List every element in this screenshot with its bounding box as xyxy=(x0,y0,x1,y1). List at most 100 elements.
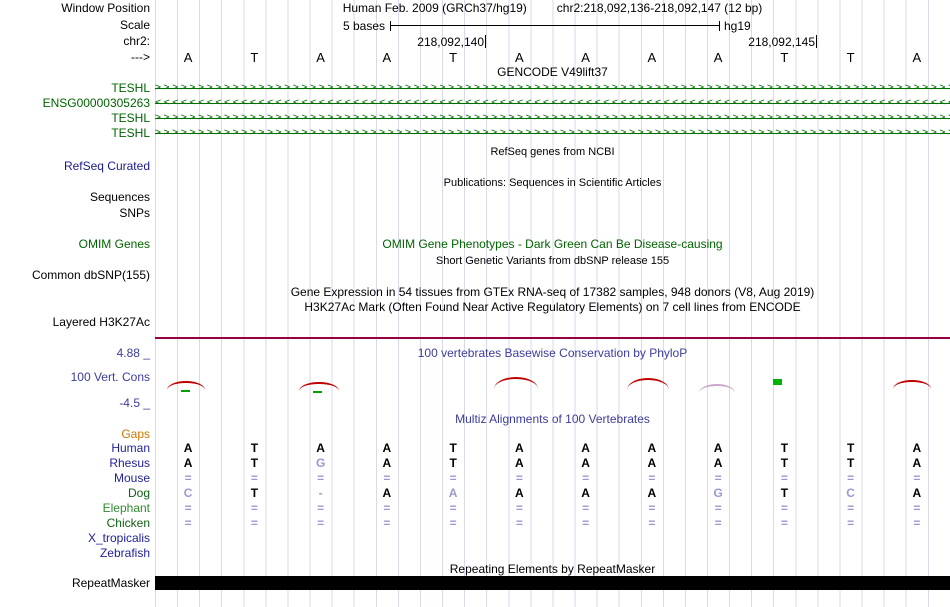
alignment-base: T xyxy=(780,456,789,470)
scale-value: 5 bases xyxy=(342,19,385,33)
species-label-zebrafish[interactable]: Zebrafish xyxy=(99,546,150,560)
tick-mark xyxy=(816,35,817,48)
species-label-elephant[interactable]: Elephant xyxy=(102,501,150,515)
gene-label-ensg[interactable]: ENSG00000305263 xyxy=(42,96,150,110)
alignment-base: A xyxy=(647,441,657,455)
alignment-row-elephant[interactable]: = = = = = = = = = = = = xyxy=(155,501,950,516)
alignment-row-human[interactable]: A T A A T A A A A T T A xyxy=(155,441,950,456)
alignment-base: T xyxy=(846,441,855,455)
gaps-label[interactable]: Gaps xyxy=(121,427,150,441)
species-label-mouse[interactable]: Mouse xyxy=(113,471,150,485)
alignment-base: = xyxy=(184,471,192,485)
ruler-base: A xyxy=(515,50,524,65)
alignment-base: T xyxy=(846,456,855,470)
alignment-base: = xyxy=(714,516,722,530)
gene-transcript-2[interactable]: <<<<<<<<<<<<<<<<<<<<<<<<<<<<<<<<<<<<<<<<… xyxy=(155,96,950,110)
alignment-base: = xyxy=(582,516,590,530)
alignment-base: = xyxy=(317,516,325,530)
cons-track-label[interactable]: 100 Vert. Cons xyxy=(70,370,150,384)
alignment-row-dog[interactable]: C T - A A A A A G T C A xyxy=(155,486,950,501)
alignment-base: = xyxy=(648,501,656,515)
alignment-base: = xyxy=(383,471,391,485)
conservation-track-title[interactable]: 100 vertebrates Basewise Conservation by… xyxy=(417,346,688,360)
alignment-base: = xyxy=(184,501,192,515)
repeatmasker-track-title[interactable]: Repeating Elements by RepeatMasker xyxy=(449,562,656,576)
gene-label-teshl-3[interactable]: TESHL xyxy=(111,126,150,140)
species-label-human[interactable]: Human xyxy=(111,441,150,455)
refseq-curated-label[interactable]: RefSeq Curated xyxy=(63,159,150,173)
alignment-base: = xyxy=(515,516,523,530)
alignment-base: = xyxy=(913,501,921,515)
phylop-peak-5 xyxy=(893,380,931,389)
snps-label[interactable]: SNPs xyxy=(119,206,150,220)
gene-transcript-1[interactable]: >>>>>>>>>>>>>>>>>>>>>>>>>>>>>>>>>>>>>>>>… xyxy=(155,81,950,95)
sequence-ruler: A T A A T A A A A T T A xyxy=(155,50,950,65)
alignment-base: A xyxy=(581,486,590,500)
species-label-dog[interactable]: Dog xyxy=(127,486,150,500)
phylop-negative-tick-1 xyxy=(181,390,190,392)
alignment-base: A xyxy=(382,486,392,500)
gene-label-teshl-1[interactable]: TESHL xyxy=(111,81,150,95)
phylop-peak-1 xyxy=(167,381,205,390)
alignment-base: C xyxy=(183,486,193,500)
phylop-negative-tick-2 xyxy=(313,391,322,393)
gene-transcript-4[interactable]: >>>>>>>>>>>>>>>>>>>>>>>>>>>>>>>>>>>>>>>>… xyxy=(155,126,950,140)
gene-label-teshl-2[interactable]: TESHL xyxy=(111,111,150,125)
ruler-base: T xyxy=(449,50,458,65)
repeatmasker-label[interactable]: RepeatMasker xyxy=(71,576,150,590)
repeatmasker-element[interactable] xyxy=(155,576,950,590)
phylop-peak-4 xyxy=(627,378,669,390)
alignment-base: G xyxy=(713,486,723,500)
layered-h3k27ac-label[interactable]: Layered H3K27Ac xyxy=(52,315,150,329)
h3k27ac-track-title[interactable]: H3K27Ac Mark (Often Found Near Active Re… xyxy=(304,300,801,314)
alignment-base: T xyxy=(449,456,457,470)
scale-label: Scale xyxy=(119,18,150,32)
h3k27ac-signal-line[interactable] xyxy=(155,337,950,339)
omim-track-title[interactable]: OMIM Gene Phenotypes - Dark Green Can Be… xyxy=(382,237,723,251)
ruler-base: A xyxy=(647,50,657,65)
alignment-base: = xyxy=(780,516,788,530)
alignment-base: = xyxy=(317,471,325,485)
position-range: chr2:218,092,136-218,092,147 (12 bp) xyxy=(556,1,763,15)
header: Human Feb. 2009 (GRCh37/hg19) chr2:218,0… xyxy=(155,2,950,15)
publications-track-title[interactable]: Publications: Sequences in Scientific Ar… xyxy=(443,177,662,189)
alignment-base: A xyxy=(581,456,590,470)
dbsnp-label[interactable]: Common dbSNP(155) xyxy=(31,268,150,282)
coordinate-right: 218,092,145 xyxy=(748,35,815,49)
alignment-base: A xyxy=(515,441,524,455)
alignment-base: = xyxy=(449,501,457,515)
phylop-peak-2 xyxy=(299,382,339,391)
gene-transcript-3[interactable]: >>>>>>>>>>>>>>>>>>>>>>>>>>>>>>>>>>>>>>>>… xyxy=(155,111,950,125)
alignment-base: = xyxy=(648,516,656,530)
alignment-base: A xyxy=(647,486,657,500)
coordinate-tick-left: 218,092,140 xyxy=(155,35,486,49)
alignment-row-chicken[interactable]: = = = = = = = = = = = = xyxy=(155,516,950,531)
chrom-label: chr2: xyxy=(123,34,150,48)
refseq-track-title[interactable]: RefSeq genes from NCBI xyxy=(490,146,615,158)
gencode-track-title[interactable]: GENCODE V49lift37 xyxy=(497,65,608,79)
ruler-base: A xyxy=(316,50,325,65)
assembly-name: Human Feb. 2009 (GRCh37/hg19) xyxy=(342,1,527,15)
direction-arrow: ---> xyxy=(131,50,150,64)
species-label-chicken[interactable]: Chicken xyxy=(106,516,150,530)
alignment-row-mouse[interactable]: = = = = = = = = = = = = xyxy=(155,471,950,486)
alignment-base: = xyxy=(847,501,855,515)
alignment-base: A xyxy=(647,456,657,470)
species-label-x-tropicalis[interactable]: X_tropicalis xyxy=(87,531,150,545)
multiz-track-title[interactable]: Multiz Alignments of 100 Vertebrates xyxy=(455,412,650,426)
phylop-positive-bar xyxy=(773,379,782,385)
alignment-base: A xyxy=(912,441,922,455)
species-label-rhesus[interactable]: Rhesus xyxy=(109,456,150,470)
sequences-label[interactable]: Sequences xyxy=(89,190,150,204)
gtex-track-title[interactable]: Gene Expression in 54 tissues from GTEx … xyxy=(290,285,815,299)
strand-arrows: <<<<<<<<<<<<<<<<<<<<<<<<<<<<<<<<<<<<<<<<… xyxy=(155,97,950,108)
alignment-row-rhesus[interactable]: A T G A T A A A A T T A xyxy=(155,456,950,471)
alignment-base: = xyxy=(383,516,391,530)
dbsnp-track-title[interactable]: Short Genetic Variants from dbSNP releas… xyxy=(435,255,670,267)
alignment-base: T xyxy=(250,441,259,455)
phylop-peak-3 xyxy=(494,377,538,389)
alignment-base: = xyxy=(515,471,523,485)
alignment-base: = xyxy=(847,516,855,530)
omim-genes-label[interactable]: OMIM Genes xyxy=(78,237,150,251)
